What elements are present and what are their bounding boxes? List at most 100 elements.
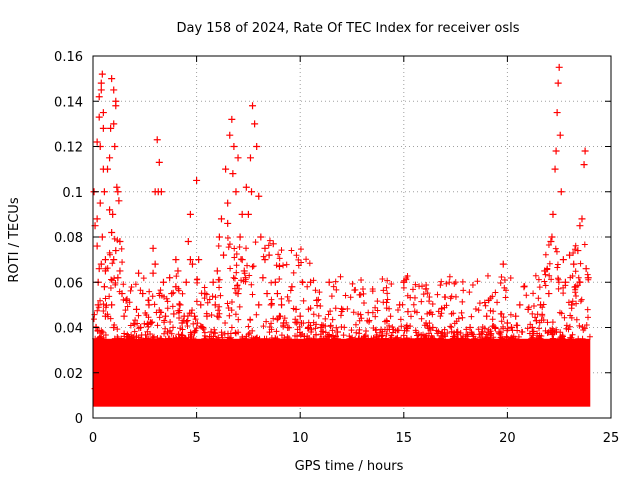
data-point <box>466 324 474 331</box>
band-point <box>275 251 282 258</box>
band-point <box>346 333 353 340</box>
data-point <box>392 339 400 347</box>
band-point <box>146 288 153 295</box>
band-point <box>340 332 347 339</box>
band-point <box>358 335 365 342</box>
band-point <box>332 278 339 285</box>
band-point <box>127 287 134 294</box>
band-point <box>442 294 449 301</box>
data-point <box>159 278 167 286</box>
band-point <box>124 303 131 310</box>
data-point <box>188 260 196 268</box>
band-point <box>459 314 466 321</box>
band-point <box>100 334 107 341</box>
band-point <box>530 328 537 335</box>
band-point <box>555 276 562 283</box>
band-point <box>530 290 537 297</box>
band-point <box>217 292 224 299</box>
band-point <box>140 275 147 282</box>
band-point <box>330 283 337 290</box>
band-point <box>324 332 331 339</box>
data-point <box>280 319 288 327</box>
band-point <box>216 284 223 291</box>
band-point <box>235 329 242 336</box>
band-point <box>384 296 391 303</box>
y-tick-label: 0.1 <box>62 186 83 201</box>
band-point <box>381 326 388 333</box>
data-point <box>213 267 221 275</box>
band-point <box>418 298 425 305</box>
band-point <box>164 298 171 305</box>
data-point <box>367 357 375 365</box>
band-point <box>318 321 325 328</box>
band-point <box>108 276 115 283</box>
data-point <box>234 290 242 298</box>
band-point <box>281 315 288 322</box>
band-point <box>535 295 542 302</box>
band-point <box>479 335 486 342</box>
band-point <box>410 301 417 308</box>
band-point <box>383 305 390 312</box>
band-point <box>584 314 591 321</box>
band-point <box>542 282 549 289</box>
band-point <box>329 332 336 339</box>
band-point <box>111 235 118 242</box>
data-point <box>93 215 101 223</box>
band-point <box>420 291 427 298</box>
band-point <box>183 318 190 325</box>
band-point <box>135 312 142 319</box>
band-point <box>126 299 133 306</box>
data-point <box>224 199 232 207</box>
data-point <box>101 256 109 264</box>
band-point <box>350 309 357 316</box>
data-point <box>379 351 387 359</box>
band-point <box>114 326 121 333</box>
data-point <box>118 290 126 298</box>
data-point <box>108 301 116 309</box>
band-point <box>459 278 466 285</box>
band-point <box>414 335 421 342</box>
data-point <box>197 301 205 309</box>
band-point <box>147 331 154 338</box>
band-point <box>481 325 488 332</box>
band-point <box>379 276 386 283</box>
band-point <box>305 306 312 313</box>
band-point <box>383 284 390 291</box>
data-point <box>495 328 503 336</box>
data-point <box>288 283 296 291</box>
band-point <box>515 333 522 340</box>
band-point <box>512 335 519 342</box>
data-point <box>433 346 441 354</box>
band-point <box>514 327 521 334</box>
band-point <box>339 306 346 313</box>
data-point <box>93 242 101 250</box>
x-tick-label: 10 <box>292 431 309 446</box>
band-point <box>184 322 191 329</box>
data-point <box>296 312 304 320</box>
data-point <box>479 328 487 336</box>
band-point <box>545 242 552 249</box>
band-point <box>357 291 364 298</box>
data-point <box>358 353 366 361</box>
data-point <box>238 256 246 264</box>
data-point <box>425 335 433 343</box>
band-point <box>387 313 394 320</box>
band-point <box>246 329 253 336</box>
band-point <box>202 335 209 342</box>
data-point <box>110 86 118 94</box>
data-point <box>547 238 555 246</box>
band-point <box>297 332 304 339</box>
band-point <box>411 294 418 301</box>
data-point <box>97 79 105 87</box>
band-point <box>372 304 379 311</box>
data-point <box>112 102 120 110</box>
band-point <box>188 310 195 317</box>
band-point <box>413 309 420 316</box>
data-point <box>170 310 178 318</box>
data-point <box>149 244 157 252</box>
band-point <box>546 272 553 279</box>
band-point <box>122 307 129 314</box>
band-point <box>238 277 245 284</box>
data-point <box>404 308 412 316</box>
band-point <box>586 333 593 340</box>
